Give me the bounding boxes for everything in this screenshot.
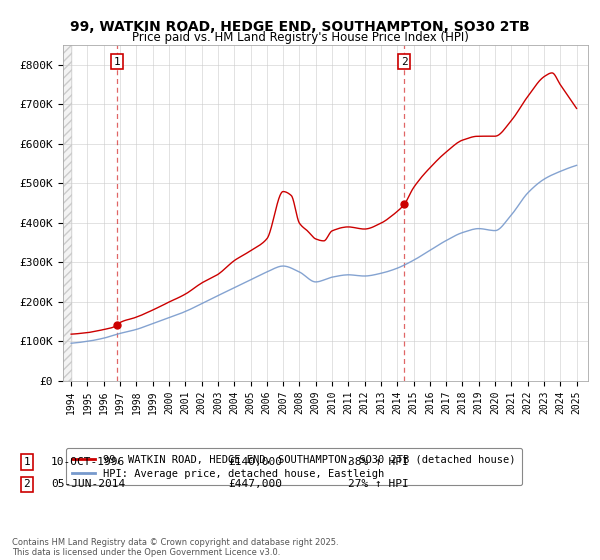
Text: 2: 2 [401, 57, 407, 67]
Text: 10-OCT-1996: 10-OCT-1996 [51, 457, 125, 467]
Text: Price paid vs. HM Land Registry's House Price Index (HPI): Price paid vs. HM Land Registry's House … [131, 31, 469, 44]
Text: £447,000: £447,000 [228, 479, 282, 489]
Text: 2: 2 [23, 479, 31, 489]
Text: 1: 1 [23, 457, 31, 467]
Text: £140,000: £140,000 [228, 457, 282, 467]
Text: 38% ↑ HPI: 38% ↑ HPI [348, 457, 409, 467]
Text: Contains HM Land Registry data © Crown copyright and database right 2025.
This d: Contains HM Land Registry data © Crown c… [12, 538, 338, 557]
Text: 99, WATKIN ROAD, HEDGE END, SOUTHAMPTON, SO30 2TB: 99, WATKIN ROAD, HEDGE END, SOUTHAMPTON,… [70, 20, 530, 34]
Text: 1: 1 [113, 57, 120, 67]
Text: 27% ↑ HPI: 27% ↑ HPI [348, 479, 409, 489]
Text: 05-JUN-2014: 05-JUN-2014 [51, 479, 125, 489]
Legend: 99, WATKIN ROAD, HEDGE END, SOUTHAMPTON, SO30 2TB (detached house), HPI: Average: 99, WATKIN ROAD, HEDGE END, SOUTHAMPTON,… [65, 448, 522, 485]
